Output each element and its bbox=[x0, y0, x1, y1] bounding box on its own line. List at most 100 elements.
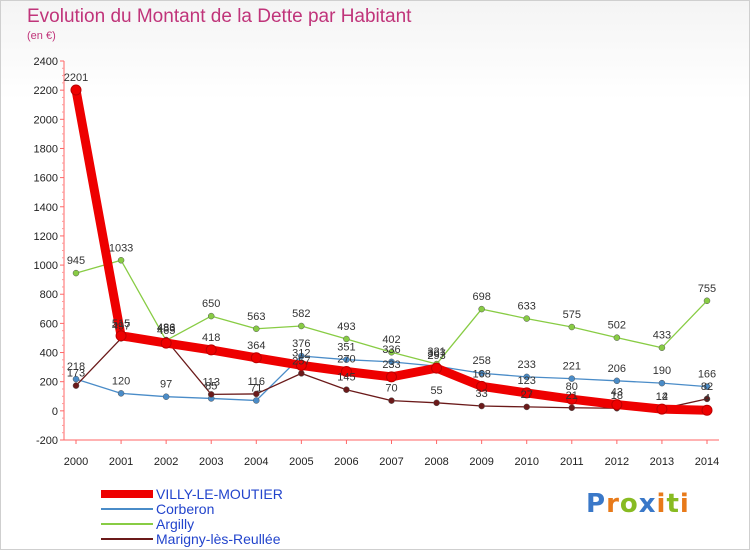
series-point-1 bbox=[523, 373, 530, 381]
series-point-1 bbox=[703, 383, 711, 390]
x-tick-label: 2004 bbox=[244, 456, 268, 468]
data-label: 307 bbox=[427, 348, 445, 360]
data-label: 483 bbox=[157, 322, 175, 334]
series-point-0 bbox=[431, 362, 443, 374]
x-tick-label: 2012 bbox=[605, 456, 629, 468]
series-point-3 bbox=[478, 402, 485, 410]
data-label: 650 bbox=[202, 298, 220, 310]
x-tick-label: 2014 bbox=[695, 456, 719, 468]
data-label: 221 bbox=[563, 361, 581, 373]
x-tick-label: 2002 bbox=[154, 456, 178, 468]
y-tick-label: 1800 bbox=[34, 143, 58, 155]
x-tick-label: 2008 bbox=[424, 456, 448, 468]
data-label: 55 bbox=[430, 385, 442, 397]
series-point-3 bbox=[433, 399, 440, 407]
data-label: 312 bbox=[292, 347, 310, 359]
series-point-2 bbox=[703, 297, 711, 305]
proxiti-logo: Proxiti bbox=[586, 489, 690, 519]
series-point-1 bbox=[72, 375, 80, 383]
data-label: 376 bbox=[292, 338, 310, 350]
y-tick-label: 0 bbox=[52, 406, 58, 418]
data-label: 321 bbox=[427, 346, 445, 358]
series-point-0 bbox=[386, 371, 397, 383]
data-label: 12 bbox=[656, 391, 668, 403]
data-label: 218 bbox=[67, 361, 85, 373]
data-label: 173 bbox=[67, 368, 85, 380]
series-point-0 bbox=[566, 393, 578, 405]
series-point-1 bbox=[568, 375, 576, 382]
series-point-3 bbox=[703, 395, 711, 403]
data-label: 433 bbox=[653, 330, 671, 342]
series-point-2 bbox=[343, 335, 350, 343]
series-point-0 bbox=[521, 387, 533, 399]
series-point-3 bbox=[72, 382, 80, 389]
series-point-2 bbox=[568, 323, 576, 331]
legend-label: Corberon bbox=[156, 501, 215, 517]
y-tick-label: 1600 bbox=[34, 173, 58, 185]
y-tick-label: 600 bbox=[40, 318, 58, 330]
series-point-2 bbox=[613, 334, 621, 341]
data-label: 116 bbox=[248, 376, 266, 388]
y-tick-label: -200 bbox=[36, 435, 58, 447]
data-label: 113 bbox=[202, 376, 220, 388]
x-tick-label: 2003 bbox=[199, 456, 223, 468]
data-label: 97 bbox=[160, 379, 172, 391]
legend-label: Marigny-lès-Reullée bbox=[156, 531, 281, 547]
series-point-2 bbox=[658, 344, 666, 351]
data-label: 4 bbox=[704, 392, 710, 404]
logo-letter: i bbox=[656, 489, 667, 519]
logo-letter: o bbox=[619, 489, 639, 519]
series-point-0 bbox=[476, 380, 488, 392]
data-label: 70 bbox=[385, 383, 397, 395]
x-tick-label: 2001 bbox=[109, 456, 133, 468]
data-label: 33 bbox=[476, 388, 488, 400]
data-label: 755 bbox=[698, 283, 716, 295]
series-point-1 bbox=[388, 358, 395, 366]
data-label: 27 bbox=[521, 389, 533, 401]
chart-title: Evolution du Montant de la Dette par Hab… bbox=[27, 6, 412, 27]
series-point-0 bbox=[295, 359, 307, 371]
series-point-0 bbox=[250, 352, 262, 364]
data-label: 190 bbox=[653, 365, 671, 377]
series-point-3 bbox=[523, 403, 530, 411]
logo-letter: i bbox=[679, 489, 690, 519]
data-label: 120 bbox=[112, 375, 130, 387]
data-label: 575 bbox=[563, 309, 581, 321]
logo-letter: r bbox=[606, 489, 620, 519]
data-label: 18 bbox=[611, 390, 623, 402]
y-tick-label: 200 bbox=[40, 377, 58, 389]
x-tick-label: 2010 bbox=[514, 456, 538, 468]
y-tick-label: 1400 bbox=[34, 202, 58, 214]
data-label: 293 bbox=[427, 350, 445, 362]
data-label: 21 bbox=[566, 390, 578, 402]
x-tick-label: 2013 bbox=[650, 456, 674, 468]
y-tick-label: 400 bbox=[40, 348, 58, 360]
legend-swatch bbox=[101, 523, 153, 525]
series-point-0 bbox=[611, 399, 623, 411]
data-label: 945 bbox=[67, 255, 85, 267]
data-label: 582 bbox=[292, 308, 310, 320]
x-tick-label: 2005 bbox=[289, 456, 313, 468]
series-point-3 bbox=[568, 404, 576, 412]
data-label: 1033 bbox=[109, 242, 133, 254]
series-point-1 bbox=[478, 369, 485, 377]
data-label: 270 bbox=[337, 353, 355, 365]
data-label: 71 bbox=[250, 382, 262, 394]
x-tick-label: 2006 bbox=[334, 456, 358, 468]
data-label: 85 bbox=[205, 380, 217, 392]
data-label: 698 bbox=[472, 291, 490, 303]
series-point-2 bbox=[523, 315, 530, 322]
legend-swatch bbox=[101, 538, 153, 540]
data-label: 336 bbox=[382, 344, 400, 356]
legend-label: Argilly bbox=[156, 516, 195, 532]
series-point-0 bbox=[70, 84, 82, 96]
data-label: 465 bbox=[157, 325, 175, 337]
data-label: 633 bbox=[518, 301, 536, 313]
chart-subtitle: (en €) bbox=[27, 30, 56, 42]
legend-swatch bbox=[101, 508, 153, 510]
series-point-3 bbox=[298, 370, 305, 377]
x-tick-label: 2009 bbox=[469, 456, 493, 468]
y-tick-label: 2000 bbox=[34, 114, 58, 126]
series-point-0 bbox=[701, 404, 713, 416]
